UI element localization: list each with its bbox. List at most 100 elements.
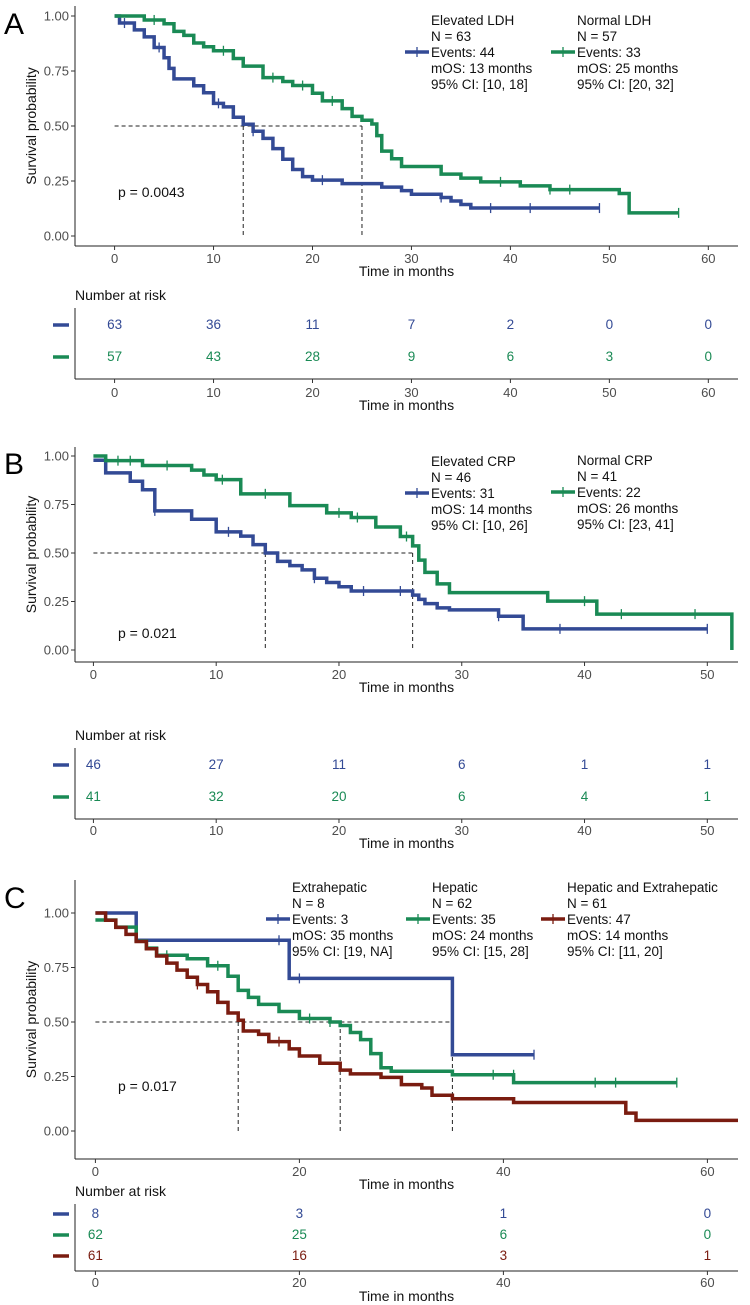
risk-count: 3: [606, 349, 614, 364]
x-tick-label: 20: [332, 667, 346, 682]
legend-text: 95% CI: [20, 32]: [577, 77, 674, 92]
survival-curve: [114, 14, 600, 210]
survival-curve: [95, 911, 738, 1123]
risk-x-tick-label: 30: [404, 385, 418, 400]
risk-x-tick-label: 60: [701, 385, 715, 400]
survival-curve: [93, 454, 734, 650]
y-tick-label: 0.25: [44, 594, 69, 609]
risk-table-title: Number at risk: [75, 287, 167, 303]
y-tick-label: 0.75: [44, 64, 69, 79]
x-tick-label: 0: [111, 251, 118, 266]
panel-b: B0.000.250.500.751.000 10 20 30 40 50Survival…: [4, 447, 738, 851]
legend-text: Events: 3: [292, 912, 348, 927]
legend-text: Events: 44: [431, 45, 495, 60]
risk-count: 11: [332, 757, 346, 772]
legend-title: Elevated LDH: [431, 13, 514, 28]
risk-count: 3: [500, 1248, 508, 1263]
risk-count: 41: [86, 789, 101, 804]
series-elevated-crp: [93, 458, 708, 634]
y-axis-label: Survival probability: [23, 961, 39, 1079]
legend-text: 95% CI: [23, 41]: [577, 517, 674, 532]
x-tick-label: 10: [206, 251, 220, 266]
x-tick-label: 30: [455, 667, 469, 682]
x-tick-label: 0: [92, 1164, 99, 1179]
legend-text: N = 61: [567, 896, 607, 911]
legend-text: Events: 22: [577, 485, 641, 500]
x-tick-label: 10: [209, 667, 223, 682]
risk-x-tick-label: 0: [111, 385, 118, 400]
risk-count: 20: [331, 789, 346, 804]
x-tick-label: 40: [496, 1164, 510, 1179]
risk-x-tick-label: 50: [700, 823, 714, 838]
x-tick-label: 20: [305, 251, 319, 266]
x-axis-label: Time in months: [359, 679, 454, 695]
legend-text: 95% CI: [19, NA]: [292, 944, 393, 959]
panel-label: B: [4, 448, 24, 481]
risk-x-tick-label: 40: [496, 1275, 510, 1290]
legend-title: Elevated CRP: [431, 454, 516, 469]
y-tick-label: 1.00: [44, 906, 69, 921]
risk-count: 9: [408, 349, 416, 364]
risk-count: 36: [206, 317, 221, 332]
x-tick-label: 50: [700, 667, 714, 682]
y-axis-label: Survival probability: [23, 67, 39, 185]
legend-text: N = 57: [577, 29, 617, 44]
risk-x-tick-label: 10: [206, 385, 220, 400]
panel-label: C: [4, 882, 26, 915]
y-tick-label: 0.75: [44, 497, 69, 512]
x-tick-label: 20: [292, 1164, 306, 1179]
risk-x-tick-label: 20: [305, 385, 319, 400]
risk-x-tick-label: 0: [90, 823, 97, 838]
risk-count: 3: [296, 1206, 304, 1221]
y-tick-label: 0.00: [44, 643, 69, 658]
y-tick-label: 0.25: [44, 1069, 69, 1084]
risk-x-axis-label: Time in months: [359, 397, 454, 413]
risk-count: 8: [92, 1206, 100, 1221]
y-tick-label: 0.75: [44, 960, 69, 975]
x-tick-label: 50: [602, 251, 616, 266]
risk-count: 63: [107, 317, 122, 332]
y-tick-label: 0.50: [44, 546, 69, 561]
risk-count: 2: [507, 317, 515, 332]
risk-count: 32: [209, 789, 224, 804]
legend-text: N = 8: [292, 896, 325, 911]
y-tick-label: 0.50: [44, 119, 69, 134]
survival-curve: [95, 911, 534, 1057]
risk-x-axis-label: Time in months: [359, 1288, 454, 1304]
p-value: p = 0.017: [118, 1078, 177, 1094]
x-tick-label: 60: [700, 1164, 714, 1179]
risk-x-tick-label: 20: [332, 823, 346, 838]
risk-count: 6: [458, 757, 466, 772]
series-normal-crp: [93, 454, 734, 650]
y-tick-label: 1.00: [44, 449, 69, 464]
legend-text: 95% CI: [10, 26]: [431, 518, 528, 533]
risk-count: 1: [704, 789, 712, 804]
x-tick-label: 40: [577, 667, 591, 682]
x-axis-label: Time in months: [359, 1176, 454, 1192]
risk-x-tick-label: 0: [92, 1275, 99, 1290]
x-tick-label: 30: [404, 251, 418, 266]
series-normal-ldh: [114, 14, 680, 218]
legend-text: mOS: 25 months: [577, 61, 679, 76]
risk-x-tick-label: 30: [455, 823, 469, 838]
risk-count: 46: [86, 757, 101, 772]
risk-count: 1: [500, 1206, 508, 1221]
y-tick-label: 0.00: [44, 1124, 69, 1139]
legend-text: mOS: 24 months: [432, 928, 534, 943]
y-tick-label: 0.50: [44, 1015, 69, 1030]
y-tick-label: 0.00: [44, 229, 69, 244]
risk-table-title: Number at risk: [75, 1183, 167, 1199]
risk-count: 11: [305, 317, 319, 332]
x-tick-label: 40: [503, 251, 517, 266]
risk-count: 0: [705, 317, 713, 332]
legend-text: mOS: 26 months: [577, 501, 679, 516]
risk-count: 0: [704, 1206, 712, 1221]
